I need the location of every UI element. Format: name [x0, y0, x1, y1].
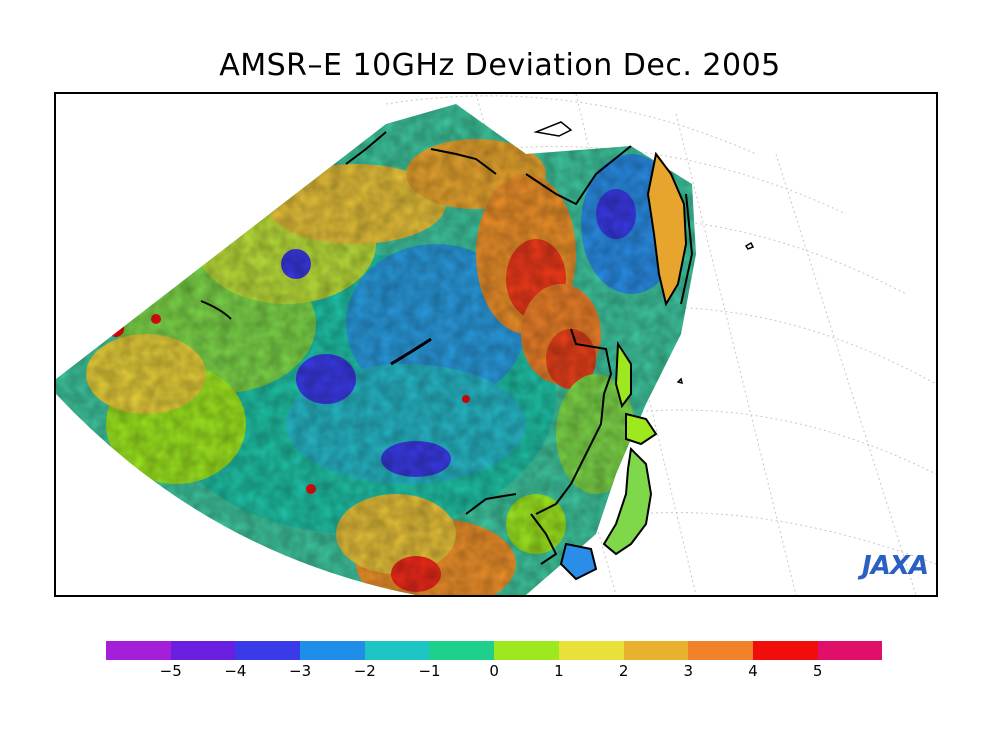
colorbar [106, 641, 883, 660]
deviation-field [56, 104, 696, 595]
colorbar-tick-label: 0 [489, 662, 499, 680]
colorbar-segment [558, 641, 624, 660]
colorbar-segment [364, 641, 430, 660]
small-islands [533, 121, 755, 385]
map-svg [56, 94, 936, 595]
map-panel: JAXA [54, 92, 938, 597]
coastlines [200, 131, 694, 565]
jaxa-logo: JAXA [862, 551, 929, 581]
colorbar-tick-label: 2 [618, 662, 629, 680]
colorbar-tick-label: 5 [812, 662, 823, 680]
colorbar-segment [623, 641, 689, 660]
colorbar-tick-label: 1 [554, 662, 564, 680]
colorbar-tick-label: −5 [159, 662, 182, 680]
colorbar-tick-label: −4 [224, 662, 247, 680]
colorbar-segment [235, 641, 301, 660]
colorbar-segment [752, 641, 818, 660]
colorbar-segment [106, 641, 171, 660]
colorbar-tick-label: −1 [418, 662, 441, 680]
colorbar-tick-label: −2 [353, 662, 376, 680]
colorbar-segment [817, 641, 883, 660]
colorbar-tick-labels: −5 −4 −3 −2 −1 0 1 2 3 4 5 [0, 660, 1000, 684]
colorbar-tick-label: 4 [748, 662, 758, 680]
colorbar-segment [429, 641, 495, 660]
colorbar-segment [170, 641, 236, 660]
colorbar-tick-label: −3 [289, 662, 312, 680]
map-title: AMSR–E 10GHz Deviation Dec. 2005 [219, 48, 781, 83]
colorbar-tick-label: 3 [683, 662, 694, 680]
colorbar-segment [688, 641, 753, 660]
colorbar-segment [494, 641, 559, 660]
colorbar-segment [300, 641, 365, 660]
japan-islands [559, 151, 688, 581]
